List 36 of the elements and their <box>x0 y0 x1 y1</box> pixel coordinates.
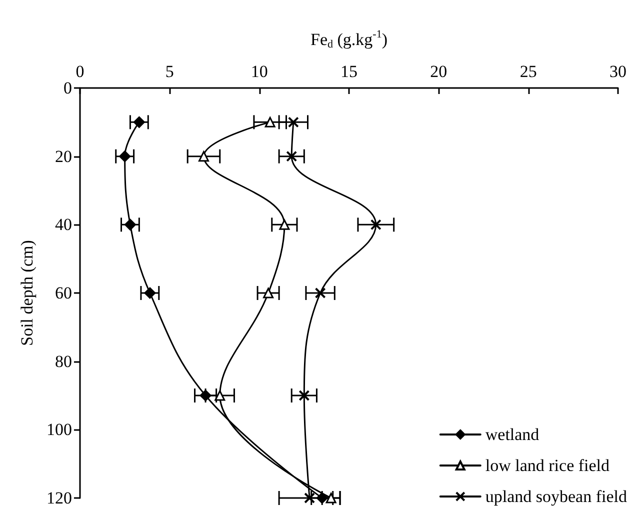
point <box>264 116 276 128</box>
point <box>314 288 326 298</box>
point <box>326 492 336 504</box>
x-tick-label: 5 <box>165 62 174 81</box>
y-tick-label: 120 <box>46 488 72 508</box>
point <box>298 390 310 401</box>
point <box>263 288 274 298</box>
point <box>279 219 290 230</box>
point <box>144 287 156 299</box>
point <box>214 390 226 401</box>
x-tick-label: 15 <box>340 62 358 81</box>
y-tick-label: 20 <box>55 146 72 166</box>
point <box>133 116 145 128</box>
legend-label: low land rice field <box>485 456 610 475</box>
point <box>288 116 299 128</box>
point <box>200 390 212 402</box>
x-tick-label: 20 <box>430 62 448 81</box>
legend-label: upland soybean field <box>485 487 628 506</box>
point <box>316 492 328 504</box>
y-tick-label: 40 <box>55 215 72 234</box>
y-tick-label: 100 <box>46 420 72 440</box>
point <box>198 151 209 162</box>
y-tick-label: 60 <box>55 284 72 302</box>
x-tick-label: 25 <box>520 62 537 81</box>
point <box>124 218 136 230</box>
x-tick-label: 30 <box>610 62 626 81</box>
point <box>119 150 131 162</box>
y-axis-title: Soil depth (cm) <box>18 240 37 346</box>
x-tick-label: 0 <box>76 62 84 81</box>
point <box>286 150 298 162</box>
x-tick-label: 10 <box>250 62 268 81</box>
point <box>304 492 316 504</box>
point <box>370 219 382 230</box>
y-tick-label: 80 <box>55 352 72 371</box>
legend-label: wetland <box>485 425 540 444</box>
y-tick-label: 0 <box>64 78 72 98</box>
